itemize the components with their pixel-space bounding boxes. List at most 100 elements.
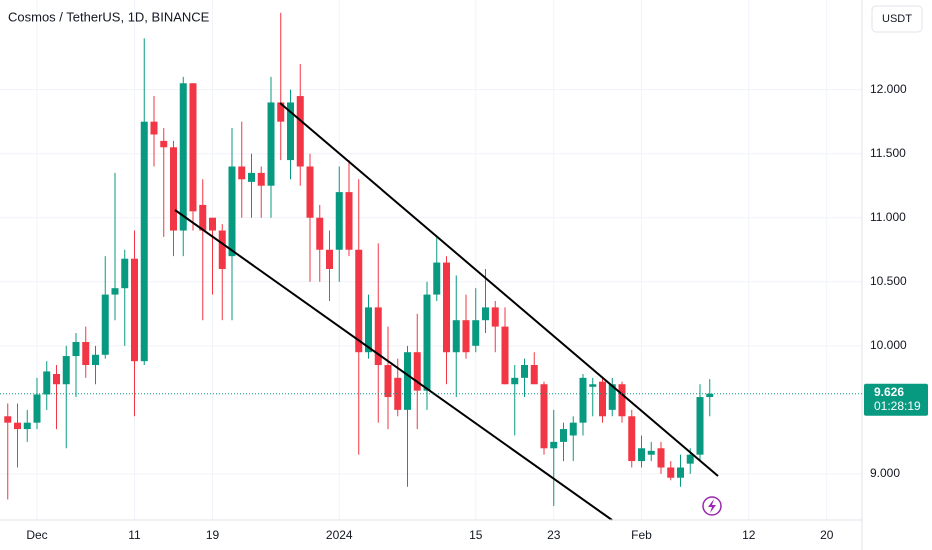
alert-icon[interactable] (702, 496, 722, 516)
x-tick-label: Dec (26, 528, 47, 542)
candle-body (53, 373, 60, 385)
x-tick-label: Feb (631, 528, 652, 542)
candle-body (657, 448, 665, 468)
candle-body (170, 147, 177, 231)
candle-body (121, 258, 129, 289)
y-tick-label: 9.000 (870, 466, 900, 480)
candle-body (599, 381, 606, 417)
candle-body (62, 356, 70, 385)
x-tick-label: 20 (820, 528, 834, 542)
candle-body (238, 166, 246, 180)
candle-body (140, 121, 148, 362)
candle-body (384, 365, 392, 398)
candle-body (43, 371, 51, 395)
candle-body (248, 172, 255, 182)
candle-body (608, 384, 616, 410)
candle-body (101, 294, 109, 355)
candle-body (579, 377, 587, 423)
candle-body (589, 384, 597, 387)
candle-body (92, 354, 99, 366)
candle-body (452, 320, 460, 353)
candles (4, 12, 714, 506)
candle-body (228, 166, 236, 257)
candle-body (501, 326, 509, 385)
candle-body (23, 422, 31, 430)
candle-body (472, 320, 480, 346)
candle-body (638, 448, 645, 462)
candle-body (404, 352, 411, 410)
candle-body (326, 249, 333, 269)
candle-body (374, 307, 382, 366)
candle-body (82, 341, 90, 366)
candle-body (628, 416, 636, 462)
trend-line-upper (279, 102, 719, 477)
candle-body (345, 192, 353, 250)
candle-body (150, 121, 158, 135)
x-tick-label: 12 (742, 528, 756, 542)
candle-body (667, 467, 675, 478)
x-tick-label: 2024 (326, 528, 353, 542)
candle-body (209, 217, 216, 231)
candle-body (4, 416, 12, 423)
candle-body (199, 204, 207, 231)
countdown-label: 01:28:19 (874, 399, 921, 413)
candle-body (277, 102, 285, 122)
candle-body (521, 365, 528, 378)
candle-body (355, 249, 363, 353)
x-tick-label: 11 (128, 528, 141, 542)
candle-body (267, 102, 275, 186)
candle-body (433, 262, 441, 295)
last-price-label: 9.626 (874, 385, 904, 399)
candle-body (686, 454, 694, 464)
candle-body (647, 450, 655, 455)
y-tick-label: 12.000 (870, 82, 907, 96)
y-tick-label: 10.500 (870, 274, 907, 288)
y-tick-label: 10.000 (870, 338, 907, 352)
x-tick-label: 19 (206, 528, 220, 542)
candle-body (482, 307, 489, 321)
candle-body (443, 262, 450, 353)
y-tick-label: 11.000 (870, 210, 906, 224)
candle-body (218, 230, 226, 269)
candle-body (569, 422, 577, 436)
candle-body (72, 341, 80, 357)
candle-body (696, 397, 704, 455)
candle-body (560, 429, 567, 442)
x-tick-label: 23 (547, 528, 561, 542)
candle-body (462, 320, 470, 353)
candle-body (14, 422, 21, 430)
x-tick-label: 15 (469, 528, 483, 542)
last-price-box (864, 383, 928, 416)
candle-body (160, 140, 168, 148)
candle-body (618, 384, 626, 417)
candle-body (677, 467, 684, 478)
candle-body (511, 377, 519, 385)
y-tick-label: 11.500 (870, 146, 906, 160)
candle-body (316, 217, 324, 250)
candle-body (530, 365, 538, 385)
candle-body (540, 384, 548, 449)
candle-body (306, 166, 314, 218)
candle-body (550, 441, 558, 449)
candle-body (189, 83, 197, 212)
chart-title: Cosmos / TetherUS, 1D, BINANCE (8, 9, 210, 24)
currency-label[interactable]: USDT (882, 13, 912, 25)
candle-body (394, 377, 402, 410)
candle-body (335, 192, 343, 250)
candle-body (257, 172, 265, 186)
candle-body (33, 394, 41, 423)
candle-body (413, 352, 421, 391)
candle-body (491, 307, 499, 327)
candle-body (131, 258, 138, 362)
candle-body (706, 393, 714, 398)
candle-body (287, 102, 294, 161)
grid (0, 0, 862, 520)
candle-body (296, 96, 304, 167)
candle-body (111, 288, 119, 295)
currency-button[interactable] (871, 5, 923, 33)
candle-body (423, 294, 431, 391)
trend-line-lower (174, 209, 613, 521)
